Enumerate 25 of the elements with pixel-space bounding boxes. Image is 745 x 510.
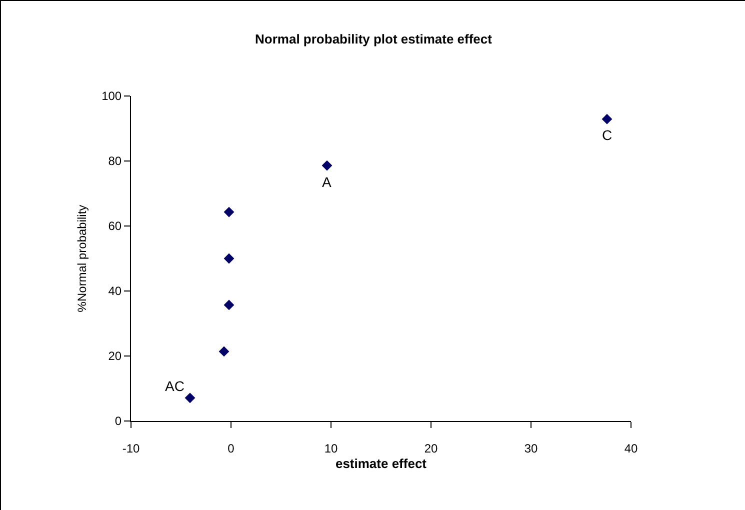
point	[602, 114, 612, 124]
annotation: A	[322, 174, 332, 190]
y-tick-label: 100	[102, 89, 122, 104]
x-tick-label: 30	[524, 441, 538, 456]
point	[184, 392, 196, 404]
y-tick-label: 80	[108, 154, 122, 168]
x-tick-label: 20	[424, 441, 438, 456]
y-tick-label: 20	[108, 349, 122, 364]
y-axis-title: %Normal probability	[74, 204, 89, 312]
x-tick-label: 0	[228, 441, 235, 456]
x-tick-label: -10	[122, 441, 140, 456]
point	[224, 253, 234, 264]
point	[322, 160, 332, 171]
x-tick-label: 40	[624, 441, 638, 456]
annotation: AC	[165, 378, 184, 394]
y-tick-label: 0	[114, 414, 122, 428]
point	[224, 206, 234, 218]
x-tick-label: 10	[324, 441, 338, 456]
y-tick-label: 60	[108, 219, 122, 234]
y-tick-label: 40	[108, 284, 122, 298]
point	[218, 346, 230, 357]
chart-title: Normal probability plot estimate effect	[255, 31, 493, 46]
annotation: C	[602, 127, 612, 143]
x-axis-title: estimate effect	[335, 456, 428, 471]
point	[224, 300, 234, 310]
